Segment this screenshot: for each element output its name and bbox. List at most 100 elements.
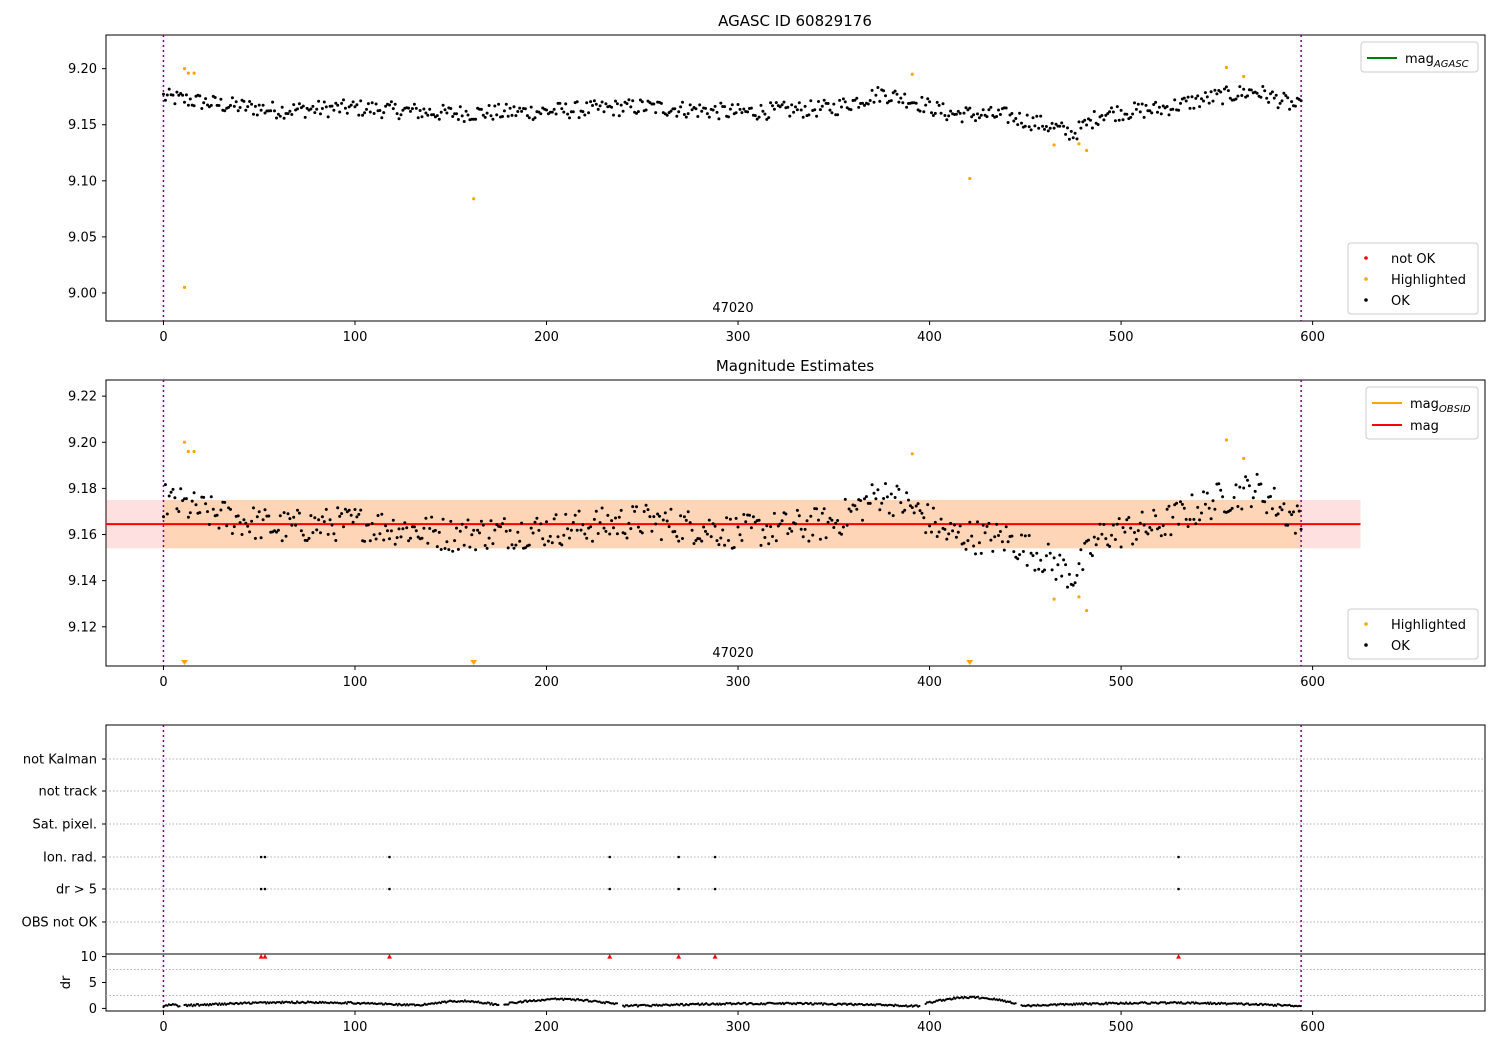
ok-point xyxy=(548,534,552,538)
ok-point xyxy=(460,522,464,526)
ok-point xyxy=(1071,583,1075,587)
ok-point xyxy=(1119,108,1123,112)
ok-point xyxy=(355,515,359,519)
ok-point xyxy=(1175,501,1179,505)
ok-point xyxy=(998,530,1002,533)
ok-point xyxy=(592,517,596,521)
ok-point xyxy=(336,103,340,107)
highlighted-point xyxy=(1085,148,1089,153)
ok-point xyxy=(564,102,568,106)
ok-point xyxy=(801,115,805,119)
ok-point xyxy=(217,104,221,107)
ok-point xyxy=(1079,548,1083,552)
ok-point xyxy=(424,111,428,115)
legend-box xyxy=(1347,242,1479,315)
ok-point xyxy=(589,525,593,529)
ok-point xyxy=(173,496,177,500)
dr-clipped-marker xyxy=(712,954,718,959)
ok-point xyxy=(1048,126,1052,130)
dr-clipped-marker xyxy=(386,954,392,959)
ok-point xyxy=(426,113,430,117)
ok-point xyxy=(489,114,493,118)
ok-point xyxy=(399,535,403,539)
ok-point xyxy=(933,111,937,115)
ok-point xyxy=(275,116,278,120)
ok-point xyxy=(227,105,231,109)
ok-point xyxy=(583,532,587,536)
ok-point xyxy=(1134,107,1138,111)
ok-point xyxy=(1263,500,1267,504)
ok-point xyxy=(368,539,372,543)
ok-point xyxy=(853,98,857,102)
ok-point xyxy=(319,112,322,116)
ok-point xyxy=(508,106,512,110)
ok-point xyxy=(1232,496,1236,499)
ok-point xyxy=(591,539,594,543)
dr-point xyxy=(821,1003,825,1006)
ok-point xyxy=(738,107,742,111)
legend-point-label: Highlighted xyxy=(1391,618,1466,633)
ok-point xyxy=(700,539,704,543)
ok-point xyxy=(407,539,411,543)
ok-point xyxy=(889,99,893,103)
ok-point xyxy=(931,506,935,510)
ok-point xyxy=(165,93,169,97)
ok-point xyxy=(512,105,516,109)
ok-point xyxy=(1031,116,1035,120)
ok-point xyxy=(1276,512,1280,516)
ok-point xyxy=(537,528,541,532)
ok-point xyxy=(822,507,826,511)
ok-point xyxy=(495,113,499,117)
dr-point xyxy=(1163,1001,1167,1004)
ok-point xyxy=(1121,526,1125,530)
magnitude-estimates-panel: Magnitude Estimates 0 100 200 300 400 500 600 9… xyxy=(68,357,1486,690)
ok-point xyxy=(382,538,386,542)
ok-point xyxy=(1052,556,1056,560)
ok-point xyxy=(736,525,740,529)
ok-point xyxy=(704,529,707,533)
ok-point xyxy=(1142,115,1146,119)
ok-point xyxy=(876,86,880,89)
panel2-point-legend: Highlighted OK xyxy=(1347,608,1479,660)
ok-point xyxy=(179,92,183,95)
ok-point xyxy=(734,516,738,520)
ok-point xyxy=(690,528,694,532)
ok-point xyxy=(566,527,570,531)
ok-point xyxy=(320,107,324,110)
ok-point xyxy=(355,103,359,107)
ok-point xyxy=(746,110,750,114)
dr-point xyxy=(488,1001,491,1004)
ok-point xyxy=(1150,111,1154,115)
y-tick-label: 9.14 xyxy=(68,574,97,589)
ok-point xyxy=(903,508,907,512)
ok-point xyxy=(817,518,820,522)
ok-point xyxy=(786,532,790,536)
ok-point xyxy=(372,533,376,537)
ok-point xyxy=(378,532,382,536)
ok-point xyxy=(328,518,332,522)
ok-point xyxy=(460,114,464,118)
ok-point xyxy=(1110,106,1113,110)
ok-point xyxy=(357,512,361,516)
ok-point xyxy=(1021,550,1025,553)
ok-point xyxy=(1267,100,1271,104)
ok-point xyxy=(723,105,727,109)
offscale-marker xyxy=(181,660,189,665)
dr-point xyxy=(439,1002,442,1005)
ok-point xyxy=(945,537,949,541)
ok-point xyxy=(931,114,935,117)
dr-point xyxy=(1179,1001,1183,1004)
legend-line-label: mag xyxy=(1410,419,1439,434)
ok-point xyxy=(1134,537,1138,541)
ok-point xyxy=(286,512,290,516)
ok-point xyxy=(311,531,315,535)
ok-point xyxy=(606,513,610,517)
ok-point xyxy=(1190,493,1194,497)
dr-point xyxy=(723,1003,727,1006)
ok-point xyxy=(709,535,713,539)
dr-point xyxy=(219,1003,222,1007)
ok-point xyxy=(202,101,206,105)
ok-point xyxy=(393,542,397,546)
flag-event-point xyxy=(608,887,612,891)
highlighted-point xyxy=(186,449,190,454)
